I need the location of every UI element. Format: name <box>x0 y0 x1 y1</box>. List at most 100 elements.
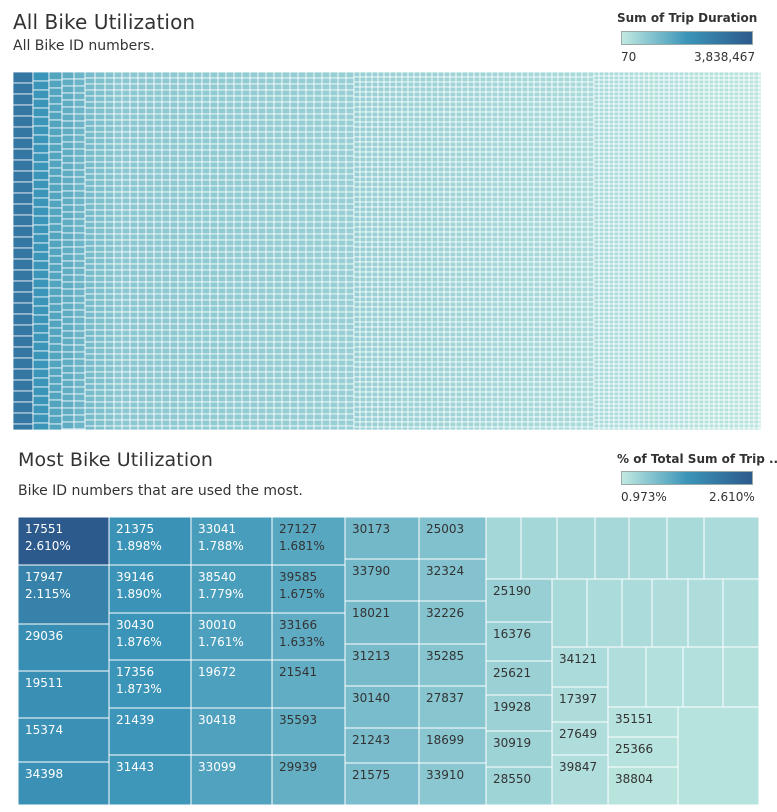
top-treemap-cell[interactable] <box>467 361 475 368</box>
top-treemap-cell[interactable] <box>359 161 367 168</box>
top-treemap-cell[interactable] <box>539 241 547 248</box>
top-treemap-cell[interactable] <box>515 221 523 228</box>
top-treemap-cell[interactable] <box>563 271 571 278</box>
top-treemap-cell[interactable] <box>575 101 583 108</box>
top-treemap-cell[interactable] <box>503 186 511 193</box>
top-treemap-cell[interactable] <box>371 406 379 413</box>
top-treemap-cell[interactable] <box>497 421 505 428</box>
top-treemap-cell[interactable] <box>557 266 565 273</box>
top-treemap-cell[interactable] <box>413 196 421 203</box>
top-treemap-cell[interactable] <box>443 186 451 193</box>
top-treemap-cell[interactable] <box>557 361 565 368</box>
top-treemap-cell[interactable] <box>545 181 553 188</box>
top-treemap-cell[interactable] <box>129 155 139 163</box>
top-treemap-cell[interactable] <box>365 196 373 203</box>
top-treemap-cell[interactable] <box>169 383 179 391</box>
top-treemap-cell[interactable] <box>289 311 299 319</box>
top-treemap-cell[interactable] <box>113 113 123 121</box>
top-treemap-cell[interactable] <box>153 395 163 403</box>
top-treemap-cell[interactable] <box>443 316 451 323</box>
top-treemap-cell[interactable] <box>129 359 139 367</box>
top-treemap-cell[interactable] <box>407 301 415 308</box>
top-treemap-cell[interactable] <box>129 407 139 415</box>
top-treemap-cell[interactable] <box>345 371 355 379</box>
top-treemap-cell[interactable] <box>431 201 439 208</box>
top-treemap-cell[interactable] <box>575 336 583 343</box>
top-treemap-cell[interactable] <box>169 72 179 79</box>
top-treemap-cell[interactable] <box>225 257 235 265</box>
top-treemap-cell[interactable] <box>48 191 63 201</box>
top-treemap-cell[interactable] <box>539 72 547 78</box>
top-treemap-cell[interactable] <box>449 306 457 313</box>
top-treemap-cell[interactable] <box>241 179 251 187</box>
top-treemap-cell[interactable] <box>569 281 577 288</box>
top-treemap-cell[interactable] <box>359 336 367 343</box>
top-treemap-cell[interactable] <box>365 231 373 238</box>
top-treemap-cell[interactable] <box>431 256 439 263</box>
top-treemap-cell[interactable] <box>359 261 367 268</box>
top-treemap-cell[interactable] <box>201 209 211 217</box>
top-treemap-cell[interactable] <box>371 316 379 323</box>
top-treemap-cell[interactable] <box>305 161 315 169</box>
top-treemap-cell[interactable] <box>575 301 583 308</box>
top-treemap-cell[interactable] <box>521 176 529 183</box>
top-treemap-cell[interactable] <box>329 203 339 211</box>
top-treemap-cell[interactable] <box>545 401 553 408</box>
top-treemap-cell[interactable] <box>509 316 517 323</box>
top-treemap-cell[interactable] <box>225 407 235 415</box>
top-treemap-cell[interactable] <box>407 146 415 153</box>
top-treemap-cell[interactable] <box>467 366 475 373</box>
top-treemap-cell[interactable] <box>217 227 227 235</box>
top-treemap-cell[interactable] <box>449 76 457 83</box>
top-treemap-cell[interactable] <box>32 404 50 415</box>
top-treemap-cell[interactable] <box>297 389 307 397</box>
top-treemap-cell[interactable] <box>345 149 355 157</box>
top-treemap-cell[interactable] <box>533 166 541 173</box>
top-treemap-cell[interactable] <box>177 341 187 349</box>
top-treemap-cell[interactable] <box>321 419 331 427</box>
top-treemap-cell[interactable] <box>527 321 535 328</box>
top-treemap-cell[interactable] <box>185 269 195 277</box>
top-treemap-cell[interactable] <box>193 419 203 427</box>
top-treemap-cell[interactable] <box>377 141 385 148</box>
top-treemap-cell[interactable] <box>383 106 391 113</box>
top-treemap-cell[interactable] <box>497 191 505 198</box>
top-treemap-cell[interactable] <box>265 353 275 361</box>
top-treemap-cell[interactable] <box>533 321 541 328</box>
top-treemap-cell[interactable] <box>169 401 179 409</box>
top-treemap-cell[interactable] <box>491 336 499 343</box>
top-treemap-cell[interactable] <box>551 416 559 423</box>
top-treemap-cell[interactable] <box>104 209 115 217</box>
top-treemap-cell[interactable] <box>185 251 195 259</box>
top-treemap-cell[interactable] <box>169 149 179 157</box>
top-treemap-cell[interactable] <box>177 269 187 277</box>
top-treemap-cell[interactable] <box>389 311 397 318</box>
top-treemap-cell[interactable] <box>563 131 571 138</box>
top-treemap-cell[interactable] <box>383 226 391 233</box>
top-treemap-cell[interactable] <box>437 111 445 118</box>
top-treemap-cell[interactable] <box>455 276 463 283</box>
top-treemap-cell[interactable] <box>84 185 96 193</box>
top-treemap-cell[interactable] <box>443 136 451 143</box>
top-treemap-cell[interactable] <box>431 421 439 428</box>
top-treemap-cell[interactable] <box>581 291 589 298</box>
top-treemap-cell[interactable] <box>407 116 415 123</box>
top-treemap-cell[interactable] <box>161 347 171 355</box>
top-treemap-cell[interactable] <box>521 331 529 338</box>
top-treemap-cell[interactable] <box>153 143 163 151</box>
top-treemap-cell[interactable] <box>509 366 517 373</box>
top-treemap-cell[interactable] <box>61 365 75 374</box>
top-treemap-cell[interactable] <box>497 91 505 98</box>
top-treemap-cell[interactable] <box>289 143 299 151</box>
top-treemap-cell[interactable] <box>225 425 235 430</box>
top-treemap-cell[interactable] <box>313 101 323 109</box>
top-treemap-cell[interactable] <box>545 301 553 308</box>
top-treemap-cell[interactable] <box>145 389 155 397</box>
top-treemap-cell[interactable] <box>249 323 259 331</box>
top-treemap-cell[interactable] <box>84 413 96 421</box>
top-treemap-cell[interactable] <box>431 141 439 148</box>
top-treemap-cell[interactable] <box>217 215 227 223</box>
top-treemap-cell[interactable] <box>563 321 571 328</box>
top-treemap-cell[interactable] <box>32 188 50 199</box>
top-treemap-cell[interactable] <box>321 131 331 139</box>
